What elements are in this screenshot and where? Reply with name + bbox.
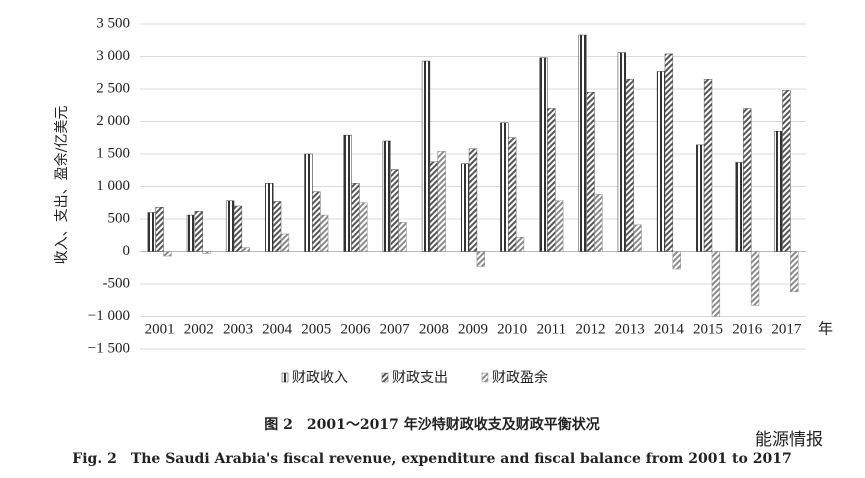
bar <box>437 151 446 252</box>
x-unit: 年 <box>818 320 833 337</box>
y-tick-label: 500 <box>108 210 131 226</box>
bar <box>468 148 478 252</box>
bar <box>617 52 627 252</box>
y-tick-label: −1 500 <box>88 340 130 356</box>
y-tick-label: 1 500 <box>96 145 130 161</box>
bar <box>147 212 156 252</box>
y-tick-label: -500 <box>103 275 131 291</box>
bar <box>398 222 407 252</box>
bar <box>429 161 438 252</box>
bar <box>343 134 352 252</box>
bar <box>382 140 391 252</box>
bar <box>750 251 760 306</box>
bar <box>272 201 282 252</box>
x-tick-label: 2006 <box>340 321 371 337</box>
bar <box>225 200 235 252</box>
caption-cn: 图 2 2001～2017 年沙特财政收支及财政平衡状况 <box>264 416 599 433</box>
x-tick-label: 2010 <box>497 321 527 337</box>
y-tick-label: −1 000 <box>88 308 130 324</box>
bar <box>500 122 509 252</box>
bar <box>711 251 721 317</box>
legend-label: 财政支出 <box>392 370 448 386</box>
x-tick-label: 2017 <box>771 321 802 337</box>
x-tick-label: 2011 <box>537 321 566 337</box>
bar <box>359 202 368 252</box>
x-tick-label: 2013 <box>615 321 645 337</box>
y-axis-title: 收入、支出、盈余/亿美元 <box>53 106 70 265</box>
y-tick-label: 1 000 <box>96 178 130 194</box>
bar <box>696 144 705 252</box>
bar <box>656 71 666 252</box>
legend-label: 财政盈余 <box>492 369 548 386</box>
y-tick-label: 0 <box>123 243 131 259</box>
bar <box>625 79 634 252</box>
bar <box>241 247 250 252</box>
y-tick-label: 2 500 <box>96 80 130 96</box>
x-tick-label: 2007 <box>380 321 411 337</box>
bar <box>194 210 203 252</box>
bar <box>782 90 791 252</box>
x-tick-label: 2014 <box>654 321 685 337</box>
bar <box>735 162 744 252</box>
bar <box>163 251 172 257</box>
bar <box>547 108 556 252</box>
bar <box>790 251 799 293</box>
bar <box>578 34 587 252</box>
x-tick-label: 2008 <box>419 321 449 337</box>
y-tick-label: 2 000 <box>96 113 130 129</box>
legend-swatch <box>481 372 489 383</box>
bar <box>202 251 211 254</box>
x-tick-label: 2005 <box>301 321 331 337</box>
x-tick-label: 2004 <box>262 321 293 337</box>
x-tick-label: 2001 <box>145 321 175 337</box>
bar <box>304 153 313 252</box>
bar <box>672 251 681 270</box>
bar <box>508 137 517 252</box>
x-tick-label: 2002 <box>184 321 214 337</box>
bar <box>460 163 470 252</box>
bar <box>664 53 674 252</box>
x-tick-label: 2012 <box>576 321 606 337</box>
x-tick-label: 2015 <box>693 321 723 337</box>
y-tick-label: 3 500 <box>96 15 130 31</box>
bar <box>586 92 595 252</box>
bar <box>351 183 360 252</box>
x-tick-label: 2003 <box>223 321 253 337</box>
bar <box>233 205 243 252</box>
bar <box>390 169 399 252</box>
bar <box>186 214 196 252</box>
x-tick-label: 2009 <box>458 321 488 337</box>
bar <box>421 60 431 252</box>
caption-en: Fig. 2 The Saudi Arabia's fiscal revenue… <box>72 451 791 467</box>
bar <box>265 183 274 252</box>
bar <box>515 236 525 252</box>
bar <box>594 194 603 252</box>
bar <box>476 251 486 267</box>
bar <box>703 79 713 252</box>
legend-label: 财政收入 <box>292 370 348 386</box>
x-tick-label: 2016 <box>732 321 763 337</box>
bar <box>155 207 164 252</box>
bar <box>312 191 321 252</box>
bar <box>280 233 290 252</box>
bar <box>633 224 642 252</box>
bar <box>319 214 329 252</box>
bar <box>743 108 752 252</box>
legend-swatch <box>281 372 289 383</box>
bar <box>539 57 548 252</box>
legend-swatch <box>381 372 389 383</box>
bar <box>555 200 564 252</box>
watermark: 能源情报 <box>755 430 823 450</box>
y-tick-label: 3 000 <box>96 48 130 64</box>
bar <box>774 131 783 252</box>
